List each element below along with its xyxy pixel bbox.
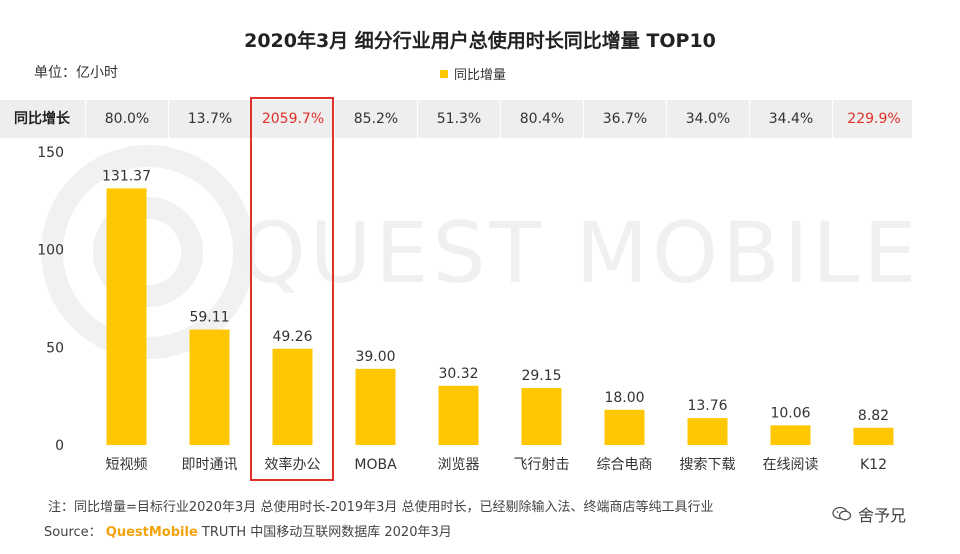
growth-row-separator [583, 100, 584, 138]
growth-rate-cell: 13.7% [187, 111, 233, 127]
bar [438, 385, 479, 445]
wechat-label: 舍予兄 [858, 506, 907, 525]
bar-value-label: 13.76 [687, 398, 727, 414]
legend: 同比增量 [440, 64, 506, 83]
wechat-icon [832, 506, 852, 521]
source-prefix: Source： [44, 525, 102, 540]
watermark-text: QUEST MOBILE [240, 204, 921, 302]
growth-row-separator [168, 100, 169, 138]
highlight-box [250, 97, 334, 481]
growth-rate-cell: 2059.7% [261, 111, 325, 127]
growth-rate-cell: 51.3% [436, 111, 482, 127]
category-label: 效率办公 [265, 456, 321, 473]
bar-value-label: 59.11 [189, 310, 229, 326]
growth-row-separator [85, 100, 86, 138]
bar [272, 348, 313, 445]
growth-rate-cell: 34.4% [768, 111, 814, 127]
y-tick-label: 150 [37, 145, 64, 161]
source-line: Source： QuestMobile TRUTH 中国移动互联网数据库 202… [44, 521, 452, 540]
source-brand: QuestMobile [105, 525, 198, 540]
growth-row-header: 同比增长 [14, 111, 70, 127]
category-label: 在线阅读 [763, 456, 819, 473]
y-tick-label: 50 [46, 340, 64, 356]
footnote: 注：同比增量=目标行业2020年3月 总使用时长-2019年3月 总使用时长，已… [48, 500, 714, 515]
bar [853, 427, 894, 445]
y-tick-label: 100 [37, 243, 64, 259]
source-rest: TRUTH 中国移动互联网数据库 2020年3月 [201, 525, 452, 540]
growth-rate-row: 同比增长 80.0% 13.7% 2059.7% 85.2% 51.3% 80.4% 36.… [0, 100, 912, 138]
bar-value-label: 8.82 [858, 408, 889, 424]
category-label: 即时通讯 [182, 457, 238, 473]
category-label: 搜索下载 [680, 456, 736, 473]
category-label: 综合电商 [597, 457, 653, 473]
category-label: 短视频 [106, 457, 148, 473]
category-label: MOBA [354, 457, 397, 473]
unit-label: 单位：亿小时 [34, 65, 118, 81]
y-tick-label: 0 [55, 438, 64, 454]
bar [770, 425, 811, 445]
bar-value-label: 39.00 [355, 349, 395, 365]
wechat-badge: 舍予兄 [828, 500, 911, 528]
growth-row-separator [500, 100, 501, 138]
growth-rate-cell: 229.9% [847, 111, 901, 127]
growth-rate-cell: 34.0% [685, 111, 731, 127]
legend-label: 同比增量 [454, 68, 507, 83]
growth-rate-cell: 80.4% [519, 111, 565, 127]
bar [189, 329, 230, 445]
growth-row-separator [417, 100, 418, 138]
bar-value-label: 10.06 [770, 405, 810, 421]
bar [687, 418, 728, 445]
category-label: 飞行射击 [514, 457, 570, 473]
bar [106, 188, 147, 445]
bar [521, 388, 562, 445]
category-label: K12 [860, 457, 887, 473]
bar-value-label: 49.26 [272, 329, 312, 345]
growth-rate-cell: 85.2% [353, 111, 399, 127]
growth-row-separator [832, 100, 833, 138]
bar [355, 368, 396, 445]
legend-swatch [440, 69, 448, 78]
bar-value-label: 18.00 [604, 390, 644, 406]
bar-value-label: 29.15 [521, 368, 561, 384]
growth-row-separator [749, 100, 750, 138]
bar-value-label: 30.32 [438, 366, 478, 382]
category-label: 浏览器 [438, 457, 480, 473]
growth-rate-cell: 80.0% [104, 111, 150, 127]
bar-value-label: 131.37 [102, 168, 151, 184]
bar [604, 409, 645, 445]
chart-title: 2020年3月 细分行业用户总使用时长同比增量 TOP10 [244, 30, 716, 52]
watermark-logo-icon [41, 145, 255, 359]
growth-row-separator [666, 100, 667, 138]
growth-row-separator [334, 100, 335, 138]
growth-rate-cell: 36.7% [602, 111, 648, 127]
